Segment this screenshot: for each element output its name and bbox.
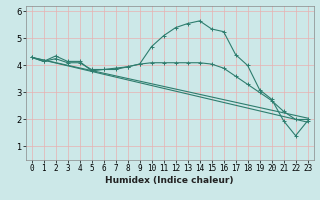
X-axis label: Humidex (Indice chaleur): Humidex (Indice chaleur) [105,176,234,185]
